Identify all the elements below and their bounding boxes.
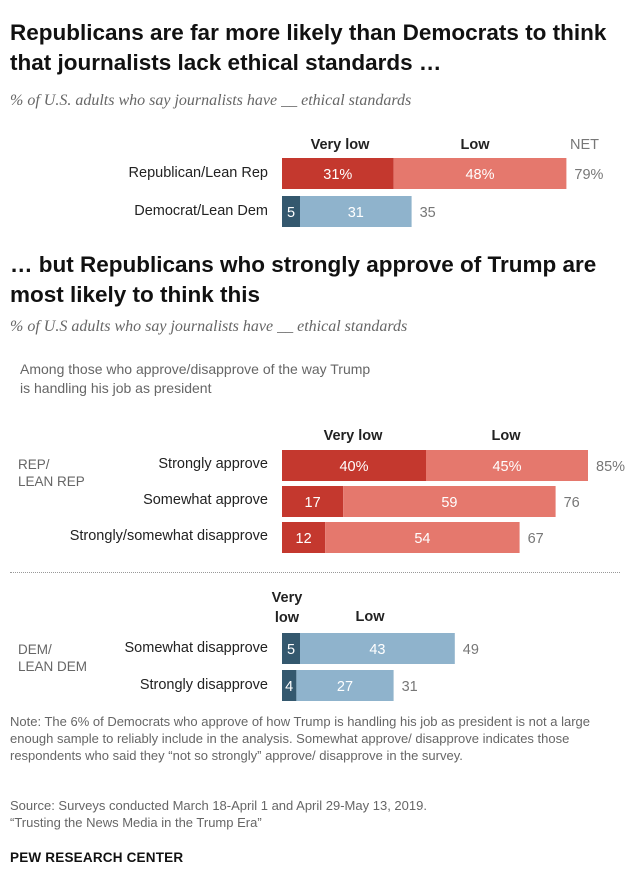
data-label-net: 35 xyxy=(420,205,436,221)
bar-low xyxy=(325,522,520,553)
data-label-net: 85% xyxy=(596,459,625,475)
data-label-low: 54 xyxy=(414,531,430,547)
source-text: Source: Surveys conducted March 18-April… xyxy=(10,798,427,813)
bar-very-low xyxy=(282,158,394,189)
data-label-very-low: 40% xyxy=(339,459,368,475)
row-label-somewhat-approve: Somewhat approve xyxy=(143,492,268,508)
bar-low xyxy=(300,196,412,227)
data-label-low: 45% xyxy=(492,459,521,475)
row-label-democrat: Democrat/Lean Dem xyxy=(134,203,268,219)
data-label-net: 67 xyxy=(528,531,544,547)
legend-low-dem: Low xyxy=(355,609,385,625)
data-label-net: 76 xyxy=(564,495,580,511)
bar-very-low xyxy=(282,633,300,664)
legend-net-top: NET xyxy=(570,137,599,153)
row-label-republican: Republican/Lean Rep xyxy=(128,165,268,181)
chart-subtitle-top: % of U.S. adults who say journalists hav… xyxy=(10,92,412,109)
data-label-low: 48% xyxy=(465,167,494,183)
group-label-dem: DEM/ LEAN DEM xyxy=(18,642,88,674)
bar-very-low xyxy=(282,522,326,553)
data-label-net: 79% xyxy=(574,167,603,183)
bar-low xyxy=(343,486,556,517)
data-label-very-low: 17 xyxy=(305,495,321,511)
row-label-strongly-approve: Strongly approve xyxy=(158,456,268,472)
legend-very-low-top: Very low xyxy=(310,137,370,153)
group-label-rep: REP/ LEAN REP xyxy=(18,457,85,489)
data-label-net: 31 xyxy=(402,679,418,695)
bar-very-low xyxy=(282,670,297,701)
legend-very-low-dem: Very low xyxy=(271,590,303,626)
data-label-net: 49 xyxy=(463,642,479,658)
bar-low xyxy=(296,670,394,701)
bar-low xyxy=(300,633,455,664)
bar-very-low xyxy=(282,486,344,517)
note-text: Note: The 6% of Democrats who approve of… xyxy=(10,714,591,763)
chart-title-bottom: … but Republicans who strongly approve o… xyxy=(10,252,597,307)
row-label-disapprove-rep: Strongly/somewhat disapprove xyxy=(69,528,268,544)
row-label-strongly-disapprove: Strongly disapprove xyxy=(139,677,268,693)
data-label-low: 43 xyxy=(369,642,385,658)
approval-group-note: Among those who approve/disapprove of th… xyxy=(20,361,371,396)
data-label-very-low: 5 xyxy=(287,642,295,658)
data-label-low: 27 xyxy=(337,679,353,695)
bar-very-low xyxy=(282,196,300,227)
bar-low xyxy=(426,450,588,481)
row-label-somewhat-disapprove: Somewhat disapprove xyxy=(124,640,268,656)
data-label-very-low: 31% xyxy=(323,167,352,183)
legend-very-low-bottom: Very low xyxy=(323,428,383,444)
data-label-low: 31 xyxy=(348,205,364,221)
data-label-very-low: 5 xyxy=(287,205,295,221)
legend-low-bottom: Low xyxy=(491,428,521,444)
legend-low-top: Low xyxy=(460,137,490,153)
chart-title-top: Republicans are far more likely than Dem… xyxy=(10,20,607,75)
data-label-low: 59 xyxy=(441,495,457,511)
data-label-very-low: 12 xyxy=(296,531,312,547)
bar-low xyxy=(393,158,567,189)
chart-subtitle-bottom: % of U.S adults who say journalists have… xyxy=(10,318,408,335)
data-label-very-low: 4 xyxy=(285,679,293,695)
section-divider xyxy=(10,572,620,573)
pew-logo-text: PEW RESEARCH CENTER xyxy=(10,850,184,865)
report-title: “Trusting the News Media in the Trump Er… xyxy=(10,815,262,830)
bar-very-low xyxy=(282,450,426,481)
